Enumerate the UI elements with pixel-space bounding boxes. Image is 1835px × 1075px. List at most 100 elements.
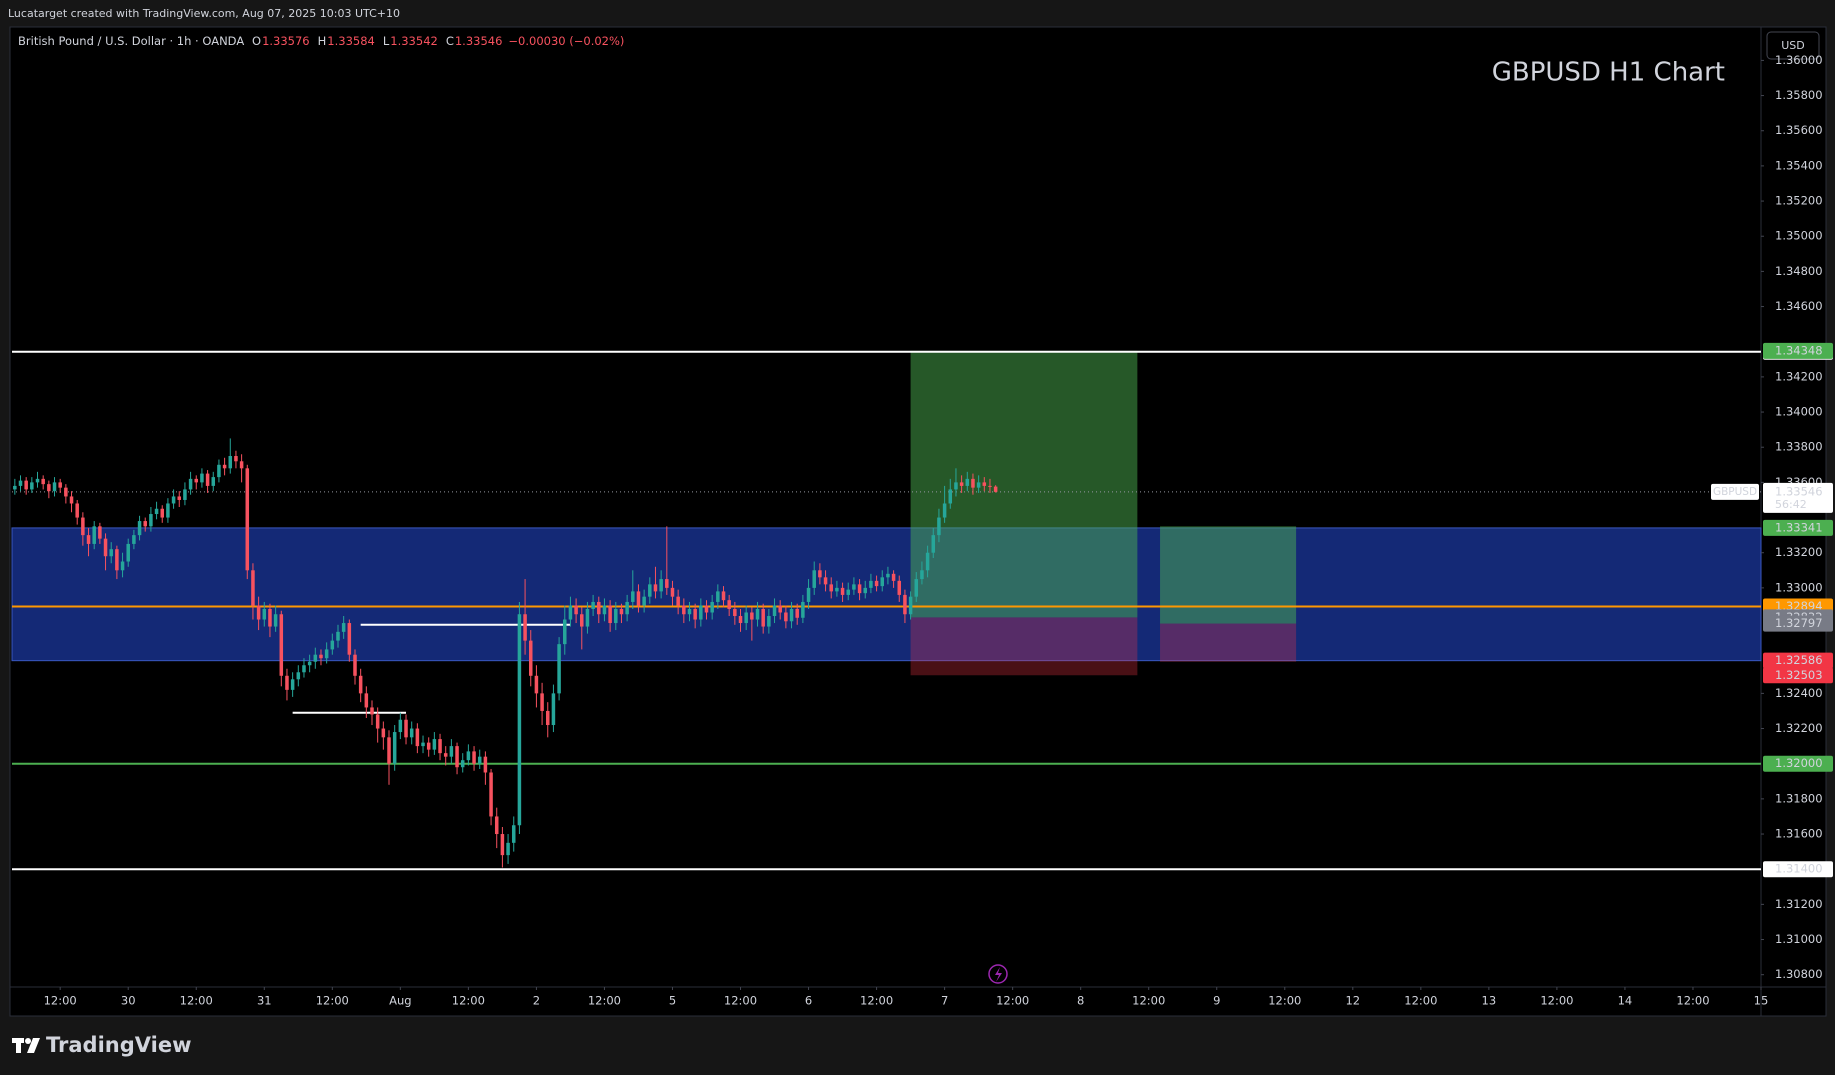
candle-body <box>965 478 970 486</box>
candle-body <box>636 591 641 606</box>
candle-body <box>35 478 40 483</box>
zone-top-badge <box>1763 519 1833 536</box>
candle-body <box>818 570 822 578</box>
candle-body <box>954 482 958 490</box>
x-tick-label: 14 <box>1618 994 1633 1008</box>
candle-body <box>500 834 505 856</box>
candle-body <box>982 482 987 486</box>
candle-body <box>738 616 743 624</box>
y-tick-label: 1.34000 <box>1775 405 1823 419</box>
candle-body <box>489 772 493 817</box>
candle-body <box>47 484 51 492</box>
x-tick-label: 7 <box>941 994 948 1008</box>
candle-body <box>767 616 771 627</box>
candle-body <box>920 570 924 580</box>
candle-body <box>472 751 476 764</box>
candle-body <box>30 482 34 490</box>
candle-body <box>336 631 340 641</box>
x-tick-label: 12:00 <box>1268 994 1301 1008</box>
zone-bottom-badge <box>1763 652 1833 669</box>
footer-logo: TradingView <box>46 1033 191 1057</box>
candle-body <box>132 535 136 544</box>
candle-body <box>903 594 907 615</box>
candle-body <box>143 521 147 527</box>
x-tick-label: 12:00 <box>316 994 349 1008</box>
x-tick-label: 12:00 <box>1540 994 1573 1008</box>
x-tick-label: 13 <box>1482 994 1497 1008</box>
candle-body <box>597 601 601 615</box>
x-tick-label: 12:00 <box>1404 994 1437 1008</box>
candle-body <box>183 489 187 500</box>
candle-body <box>971 478 975 488</box>
candle-body <box>750 612 754 620</box>
candle-body <box>959 482 964 486</box>
candle-body <box>166 503 170 518</box>
currency-button[interactable] <box>1766 31 1820 60</box>
candle-body <box>194 478 199 483</box>
candle-body <box>92 526 96 544</box>
candle-body <box>347 623 352 655</box>
candle-body <box>171 496 176 504</box>
candle-body <box>840 587 845 595</box>
candle-body <box>568 605 573 620</box>
candle-body <box>477 756 482 764</box>
candle-body <box>574 605 578 615</box>
candle-body <box>24 480 28 490</box>
candle-body <box>358 675 363 694</box>
change: −0.00030 (−0.02%) <box>508 34 624 48</box>
candle-body <box>120 561 125 571</box>
candle-body <box>149 514 153 527</box>
candle-body <box>846 589 850 595</box>
candle-body <box>432 739 437 750</box>
candle-body <box>387 737 391 764</box>
candle-body <box>58 482 62 488</box>
candle-body <box>761 608 765 627</box>
candle-body <box>137 521 142 536</box>
y-tick-label: 1.34200 <box>1775 369 1823 383</box>
level-badge <box>1763 861 1833 878</box>
candle-body <box>891 573 896 581</box>
position-entry-label: 1.32797 <box>1775 616 1823 630</box>
candle-body <box>659 579 663 592</box>
candle-body <box>710 601 714 613</box>
candle-body <box>52 482 57 492</box>
position-stop-label: 1.32503 <box>1775 668 1823 682</box>
x-tick-label: 12:00 <box>452 994 485 1008</box>
level-badge <box>1763 755 1833 772</box>
candle-body <box>154 508 159 515</box>
candle-body <box>228 456 233 469</box>
candle-body <box>109 549 113 557</box>
candle-body <box>540 693 544 711</box>
candle-body <box>353 654 357 676</box>
candle-body <box>687 608 692 615</box>
candle-body <box>18 480 23 486</box>
candle-body <box>69 496 74 504</box>
candle-body <box>631 591 635 602</box>
candle-body <box>205 473 210 486</box>
candle-body <box>704 605 709 613</box>
logo-shape <box>27 1038 40 1053</box>
ohlc-label: H <box>318 34 327 48</box>
x-tick-label: 12:00 <box>1132 994 1165 1008</box>
candle-body <box>415 728 420 747</box>
x-tick-label: Aug <box>389 994 411 1008</box>
position-stop-badge <box>1763 667 1833 684</box>
candle-body <box>296 672 301 680</box>
candle-body <box>908 596 913 615</box>
candle-body <box>364 693 369 708</box>
ohlc-label: O <box>252 34 261 48</box>
candle-body <box>86 535 91 544</box>
candle-body <box>852 584 856 590</box>
candle-body <box>517 614 522 826</box>
candle-body <box>494 816 499 835</box>
candle-body <box>619 608 624 615</box>
candle-body <box>330 640 335 650</box>
x-tick-label: 12:00 <box>724 994 757 1008</box>
candle-body <box>993 486 998 492</box>
candle-body <box>772 605 777 617</box>
last-price-label: 1.33546 <box>1775 484 1823 498</box>
candle-body <box>511 825 516 843</box>
candle-body <box>591 601 595 609</box>
candle-body <box>580 614 584 627</box>
